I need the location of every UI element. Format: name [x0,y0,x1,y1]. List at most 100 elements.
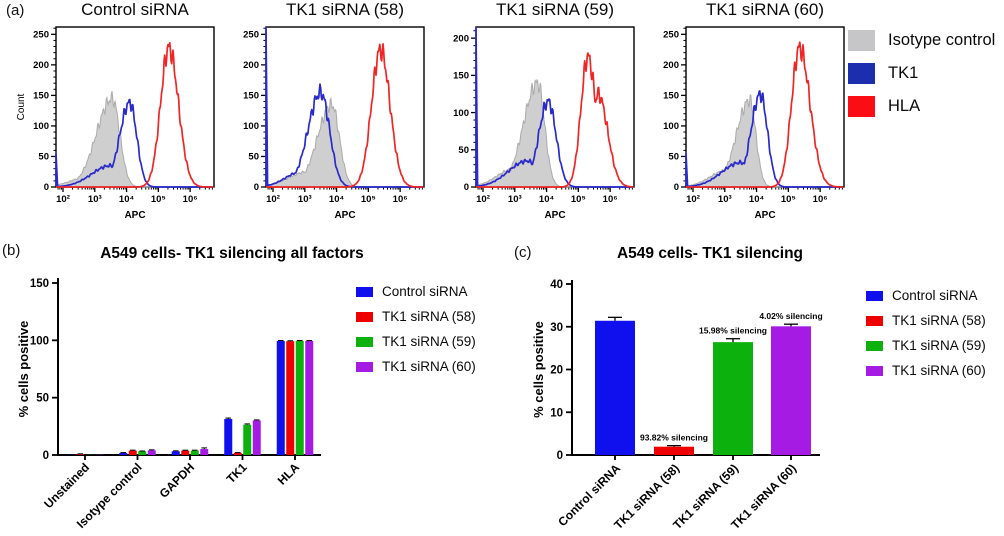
svg-text:10⁵: 10⁵ [151,194,166,205]
panel-c-bar-chart: 0 10 20 30 40% cells positive Control siRNA TK… [531,274,870,536]
legend-item-tk1-sirna-60: TK1 siRNA (60) [356,359,476,374]
histogram-plot-tk1-sirna-58: 0 50 100 150 200 250 10² 10³ 10⁴ 10⁵ 10⁶ APC [224,22,430,239]
histogram-tk1-sirna-59: TK1 siRNA (59) 0 50 100 150 200 10² 10³ 10⁴ 10⁵ 1… [434,0,640,236]
tk1-sirna-60-swatch [356,361,373,372]
tk1-sirna-60-swatch [866,365,883,376]
svg-text:0: 0 [557,450,563,462]
svg-text:10²: 10² [56,194,70,205]
svg-text:50: 50 [668,152,679,163]
svg-text:10²: 10² [476,194,490,205]
svg-text:200: 200 [663,60,679,71]
svg-text:% cells positive: % cells positive [18,321,31,418]
legend-label: TK1 siRNA (59) [382,334,476,349]
svg-text:250: 250 [33,30,49,41]
svg-text:10⁶: 10⁶ [603,194,618,205]
svg-text:10⁵: 10⁵ [361,194,376,205]
control-sirna-swatch [866,290,883,301]
svg-text:150: 150 [33,91,49,102]
legend-label: TK1 siRNA (60) [382,359,476,374]
legend-label: TK1 siRNA (58) [892,313,986,328]
legend-label: HLA [888,97,921,115]
histogram-control-sirna: Control siRNA 0 50 100 150 200 250 10² 10³ 10⁴ 10… [14,0,220,236]
svg-text:0: 0 [254,182,259,193]
svg-text:100: 100 [663,121,679,132]
legend-item-tk1-sirna-58: TK1 siRNA (58) [356,309,476,324]
svg-text:10⁵: 10⁵ [781,194,796,205]
svg-text:10⁶: 10⁶ [183,194,198,205]
svg-text:100: 100 [30,335,49,347]
legend-panel-c: Control siRNA TK1 siRNA (58) TK1 siRNA (… [866,288,986,388]
histogram-tk1-sirna-58: TK1 siRNA (58) 0 50 100 150 200 250 10² 10³ 10⁴ 1… [224,0,430,236]
svg-text:APC: APC [334,210,355,221]
legend-label: TK1 siRNA (60) [892,363,986,378]
hla-swatch [848,96,875,117]
histogram-title: TK1 siRNA (59) [495,0,615,19]
svg-text:APC: APC [754,210,775,221]
svg-text:0: 0 [44,182,49,193]
svg-text:10⁴: 10⁴ [539,194,555,205]
svg-text:Control siRNA: Control siRNA [555,461,623,529]
svg-text:HLA: HLA [275,460,303,488]
legend-label: Isotype control [888,31,996,49]
svg-text:10³: 10³ [88,194,102,205]
svg-text:100: 100 [453,108,469,119]
panel-c-label: (c) [514,244,532,261]
histogram-plot-tk1-sirna-59: 0 50 100 150 200 10² 10³ 10⁴ 10⁵ 10⁶ APC [434,22,640,239]
tk1-sirna-58-swatch [356,311,373,322]
legend-label: TK1 [888,64,919,82]
isotype-control-swatch [848,30,875,51]
legend-item-hla: HLA [848,96,995,117]
svg-text:10³: 10³ [508,194,522,205]
legend-item-tk1-sirna-59: TK1 siRNA (59) [866,338,986,353]
legend-label: TK1 siRNA (58) [382,309,476,324]
panel-c-title: A549 cells- TK1 silencing [616,245,804,262]
legend-item-tk1-sirna-59: TK1 siRNA (59) [356,334,476,349]
svg-text:15.98% silencing: 15.98% silencing [699,326,767,336]
legend-label: Control siRNA [892,288,978,303]
panel-b-label: (b) [2,242,21,259]
svg-text:10⁴: 10⁴ [329,194,345,205]
svg-text:20: 20 [550,365,563,377]
legend-label: TK1 siRNA (59) [892,338,986,353]
svg-text:30: 30 [550,322,563,334]
histogram-title: TK1 siRNA (58) [285,0,405,19]
svg-text:0: 0 [674,182,679,193]
svg-text:APC: APC [544,210,565,221]
svg-text:Count: Count [16,93,27,120]
legend-panel-b: Control siRNA TK1 siRNA (58) TK1 siRNA (… [356,284,476,384]
tk1-sirna-59-swatch [356,336,373,347]
control-sirna-swatch [356,286,373,297]
svg-text:50: 50 [36,393,49,405]
legend-item-tk1-sirna-60: TK1 siRNA (60) [866,363,986,378]
svg-text:250: 250 [663,30,679,41]
svg-text:200: 200 [453,33,469,44]
tk1-sirna-59-swatch [866,340,883,351]
svg-text:150: 150 [453,71,469,82]
legend-panel-a: Isotype control TK1 HLA [848,30,995,129]
svg-text:10⁴: 10⁴ [749,194,765,205]
svg-text:10⁶: 10⁶ [393,194,408,205]
tk1-swatch [848,63,875,84]
svg-text:50: 50 [248,152,259,163]
svg-text:200: 200 [243,60,259,71]
svg-text:250: 250 [243,30,259,41]
panel-b-title: A549 cells- TK1 silencing all factors [100,245,364,262]
histogram-title: TK1 siRNA (60) [705,0,825,19]
legend-item-control-sirna: Control siRNA [866,288,986,303]
svg-text:TK1: TK1 [224,460,250,486]
svg-text:150: 150 [30,278,49,290]
legend-item-control-sirna: Control siRNA [356,284,476,299]
svg-text:150: 150 [663,91,679,102]
histogram-tk1-sirna-60: TK1 siRNA (60) 0 50 100 150 200 250 10² 10³ 10⁴ 1… [644,0,850,236]
legend-label: Control siRNA [382,284,468,299]
svg-text:50: 50 [458,145,469,156]
histogram-title: Control siRNA [81,0,189,19]
svg-text:50: 50 [38,152,49,163]
svg-text:% cells positive: % cells positive [532,321,546,418]
svg-text:10²: 10² [686,194,700,205]
svg-text:100: 100 [243,121,259,132]
svg-text:0: 0 [464,182,469,193]
svg-text:100: 100 [33,121,49,132]
